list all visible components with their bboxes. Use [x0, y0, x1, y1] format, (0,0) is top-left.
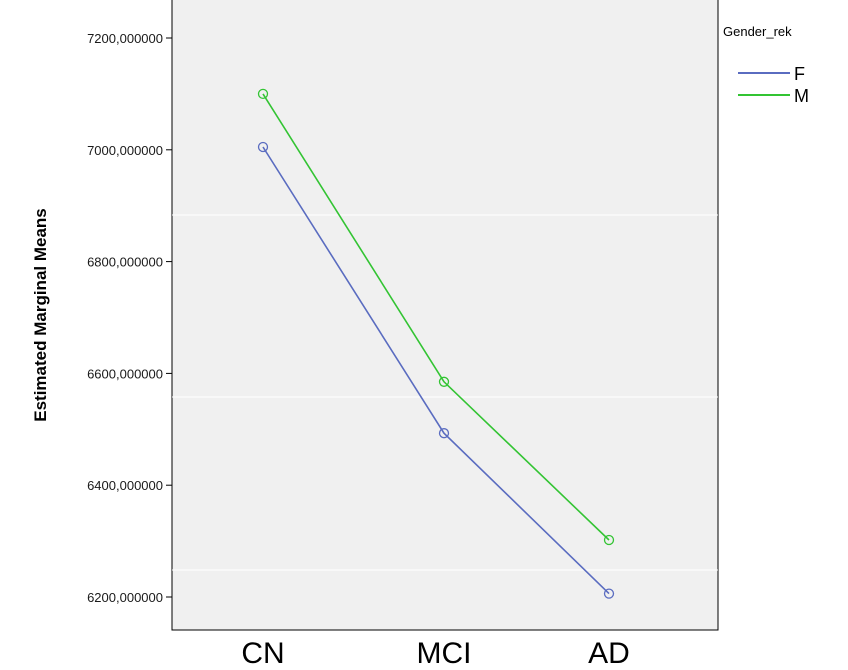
y-tick-label: 6800,000000: [87, 255, 163, 270]
series-layer: [257, 88, 615, 599]
y-tick-label: 6200,000000: [87, 590, 163, 605]
legend-title: Gender_rek: [723, 24, 792, 39]
plot-separators: [172, 214, 718, 571]
y-tick-label: 6600,000000: [87, 366, 163, 381]
data-point-f: [438, 428, 450, 439]
data-point-m: [438, 376, 450, 387]
data-point-f: [257, 141, 269, 153]
legend-label-f: F: [794, 64, 805, 84]
legend: Gender_rek FM: [723, 24, 809, 106]
x-tick-label: MCI: [417, 637, 472, 670]
y-axis-label: Estimated Marginal Means: [31, 208, 50, 422]
data-point-m: [257, 88, 269, 100]
x-tick-label: CN: [241, 637, 284, 670]
plot-area: [171, 0, 719, 631]
x-tick-label: AD: [588, 637, 630, 670]
series-line-f: [262, 146, 610, 595]
y-tick-label: 6400,000000: [87, 478, 163, 493]
legend-items: FM: [738, 64, 809, 106]
data-point-f: [603, 588, 615, 599]
data-point-m: [603, 534, 615, 546]
series-line-m: [262, 93, 610, 541]
y-axis: 6200,000000 6400,000000 6600,000000 6800,00…: [87, 31, 172, 605]
legend-label-m: M: [794, 86, 809, 106]
y-tick-label: 7200,000000: [87, 31, 163, 46]
y-tick-label: 7000,000000: [87, 143, 163, 158]
x-axis: CN MCI AD: [241, 637, 630, 670]
